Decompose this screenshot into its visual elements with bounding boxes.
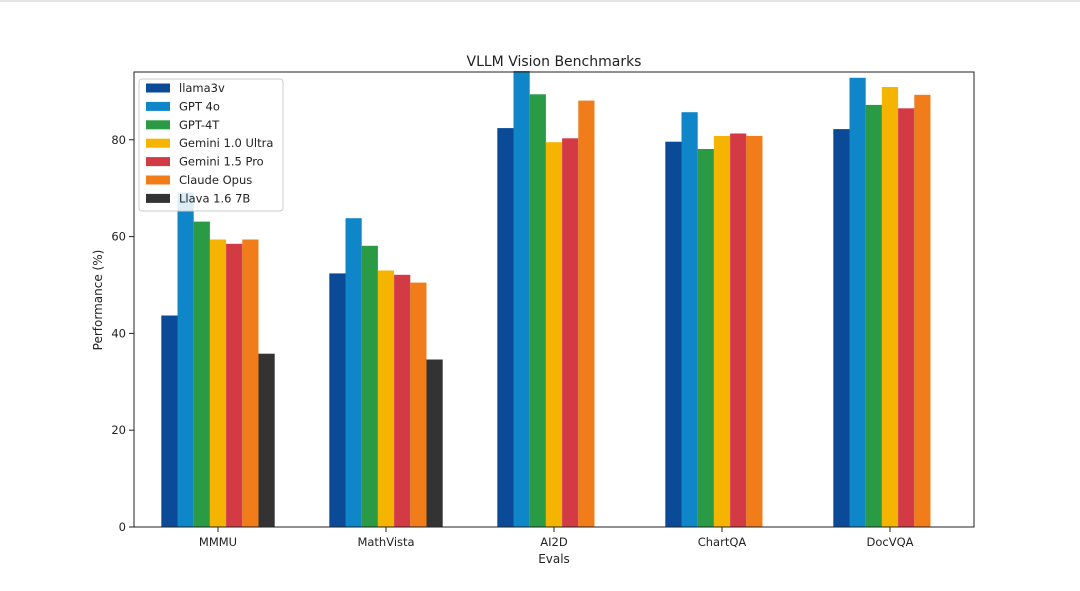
y-tick-label: 40 [111, 326, 126, 340]
legend-swatch [146, 157, 170, 167]
bar [697, 149, 714, 527]
bar [914, 94, 931, 528]
x-axis: MMMU MathVista AI2D ChartQA DocVQA [199, 527, 914, 549]
bar [681, 112, 698, 527]
legend-label: Claude Opus [179, 173, 252, 187]
bar [161, 315, 178, 527]
y-tick-label: 60 [111, 230, 126, 244]
bar [258, 353, 275, 527]
bar [713, 135, 731, 527]
bar [226, 243, 243, 528]
top-divider [0, 0, 1080, 2]
bar [242, 239, 259, 527]
bar [665, 141, 682, 527]
legend-swatch [146, 175, 170, 185]
bar [545, 142, 563, 527]
legend-label: GPT-4T [179, 118, 220, 132]
bar [497, 128, 514, 527]
bar [177, 192, 194, 527]
bar [345, 218, 362, 527]
bar [529, 94, 546, 528]
legend-swatch [146, 101, 170, 111]
legend-label: llama3v [179, 81, 225, 95]
x-axis-label: Evals [538, 552, 570, 566]
bar [426, 359, 443, 527]
legend-label: Gemini 1.0 Ultra [179, 136, 273, 150]
legend-label: GPT 4o [179, 99, 220, 113]
bar [394, 274, 411, 527]
legend-swatch [146, 193, 170, 203]
bars-layer [161, 71, 931, 528]
bar [746, 135, 763, 527]
bar [562, 138, 579, 528]
bar [898, 108, 915, 528]
y-axis: 0 20 40 60 80 [111, 133, 134, 534]
y-tick-label: 80 [111, 133, 126, 147]
bar [881, 87, 899, 527]
legend-swatch [146, 120, 170, 130]
bar [193, 221, 210, 527]
bar [578, 100, 595, 527]
legend-label: Gemini 1.5 Pro [179, 155, 264, 169]
bar [410, 282, 427, 527]
bar [833, 129, 850, 527]
legend-swatch [146, 138, 170, 148]
bar [377, 270, 395, 527]
x-tick-label: MMMU [199, 535, 237, 549]
bar [865, 104, 882, 528]
y-axis-label: Performance (%) [91, 250, 105, 351]
bar [329, 273, 346, 527]
bar [361, 245, 378, 528]
x-tick-label: DocVQA [867, 535, 914, 549]
x-tick-label: MathVista [357, 535, 414, 549]
legend-box [138, 78, 284, 212]
legend-swatch [146, 83, 170, 93]
bar [513, 71, 530, 527]
x-tick-label: AI2D [540, 535, 568, 549]
legend: llama3v GPT 4o GPT-4T Gemini 1.0 Ultra Gemin… [138, 78, 284, 212]
bar [849, 77, 866, 528]
x-tick-label: ChartQA [698, 535, 747, 549]
bar [209, 239, 227, 527]
legend-label: Llava 1.6 7B [179, 191, 250, 205]
y-tick-label: 0 [119, 520, 126, 534]
chart-title: VLLM Vision Benchmarks [467, 54, 642, 70]
bar [730, 133, 747, 527]
y-tick-label: 20 [111, 423, 126, 437]
